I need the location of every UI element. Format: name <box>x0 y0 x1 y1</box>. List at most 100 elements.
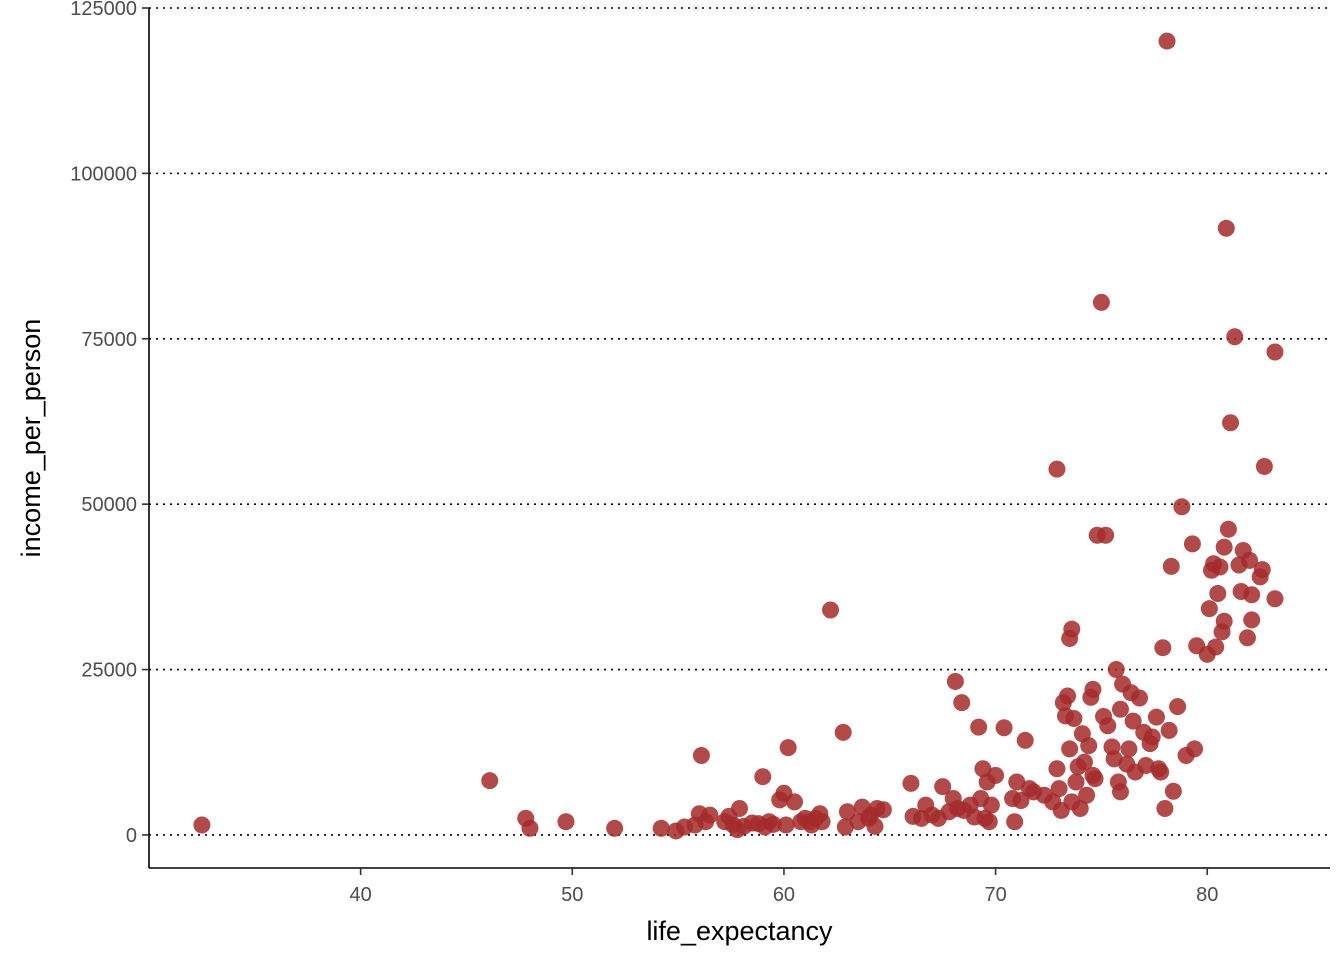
data-point-150 <box>1215 612 1233 630</box>
data-point-151 <box>1215 538 1233 556</box>
data-point-48 <box>874 801 892 819</box>
tick-labels: 0 25000 50000 75000 100000 125000 40 50 60 70 80 <box>70 0 1218 906</box>
data-point-77 <box>1016 731 1034 749</box>
data-point-155 <box>1226 328 1244 346</box>
data-point-114 <box>1111 783 1129 801</box>
data-point-6 <box>652 819 670 837</box>
data-point-4 <box>557 813 575 831</box>
x-tick-label-4: 80 <box>1196 884 1218 906</box>
data-point-98 <box>1075 753 1093 771</box>
data-point-71 <box>987 766 1005 784</box>
data-point-135 <box>1164 782 1182 800</box>
y-axis-title: income_per_person <box>16 319 46 558</box>
y-tick-label-1: 25000 <box>81 660 137 682</box>
data-point-165 <box>1255 457 1273 475</box>
data-point-39 <box>834 723 852 741</box>
data-point-126 <box>1143 728 1161 746</box>
data-point-131 <box>1156 799 1174 817</box>
data-point-25 <box>764 815 782 833</box>
data-point-146 <box>1207 638 1225 656</box>
data-point-134 <box>1162 557 1180 575</box>
data-point-5 <box>606 819 624 837</box>
data-point-143 <box>1200 600 1218 618</box>
data-point-102 <box>1084 680 1102 698</box>
data-point-132 <box>1158 32 1176 50</box>
data-point-75 <box>1008 773 1026 791</box>
data-point-130 <box>1154 639 1172 657</box>
data-point-99 <box>1078 786 1096 804</box>
data-point-90 <box>1061 740 1079 758</box>
data-point-37 <box>813 813 831 831</box>
data-point-140 <box>1186 740 1204 758</box>
data-point-55 <box>934 778 952 796</box>
data-point-92 <box>1063 620 1081 638</box>
data-point-29 <box>779 739 797 757</box>
data-point-111 <box>1105 750 1123 768</box>
data-point-161 <box>1243 611 1261 629</box>
data-point-122 <box>1131 689 1149 707</box>
data-point-76 <box>1012 792 1030 810</box>
data-point-147 <box>1209 584 1227 602</box>
data-point-162 <box>1243 586 1261 604</box>
x-tick-label-0: 40 <box>350 884 372 906</box>
data-point-84 <box>1050 780 1068 798</box>
x-tick-label-2: 60 <box>773 884 795 906</box>
data-point-129 <box>1152 763 1170 781</box>
data-point-108 <box>1097 526 1115 544</box>
data-point-88 <box>1059 687 1077 705</box>
data-point-83 <box>1048 760 1066 778</box>
data-points <box>193 32 1284 840</box>
data-point-13 <box>701 806 719 824</box>
data-point-96 <box>1071 799 1089 817</box>
data-point-93 <box>1065 709 1083 727</box>
y-tick-label-0: 0 <box>126 825 137 847</box>
data-point-30 <box>786 793 804 811</box>
data-point-133 <box>1160 721 1178 739</box>
data-point-115 <box>1111 700 1129 718</box>
data-point-154 <box>1222 414 1240 432</box>
data-point-11 <box>692 747 710 765</box>
x-axis-title: life_expectancy <box>646 916 833 946</box>
data-point-159 <box>1238 629 1256 647</box>
data-point-104 <box>1086 770 1104 788</box>
x-tick-label-1: 50 <box>561 884 583 906</box>
data-point-139 <box>1183 535 1201 553</box>
data-point-118 <box>1120 740 1138 758</box>
data-point-153 <box>1219 520 1237 538</box>
data-point-167 <box>1266 590 1284 608</box>
data-point-1 <box>481 772 499 790</box>
x-tick-label-3: 70 <box>984 884 1006 906</box>
data-point-38 <box>822 601 840 619</box>
data-point-94 <box>1067 773 1085 791</box>
data-point-127 <box>1147 708 1165 726</box>
data-point-120 <box>1124 712 1142 730</box>
data-point-0 <box>193 816 211 834</box>
data-point-64 <box>970 718 988 736</box>
data-point-124 <box>1137 756 1155 774</box>
data-point-136 <box>1169 698 1187 716</box>
data-point-72 <box>995 719 1013 737</box>
data-point-152 <box>1217 219 1235 237</box>
data-point-58 <box>946 672 964 690</box>
data-point-69 <box>980 813 998 831</box>
data-point-40 <box>836 818 854 836</box>
y-tick-label-2: 50000 <box>81 494 137 516</box>
data-point-166 <box>1266 343 1284 361</box>
y-tick-label-5: 125000 <box>70 0 137 20</box>
axes <box>142 7 1330 875</box>
data-point-100 <box>1080 737 1098 755</box>
data-point-66 <box>974 760 992 778</box>
data-point-74 <box>1006 813 1024 831</box>
data-point-70 <box>982 796 1000 814</box>
data-point-106 <box>1092 293 1110 311</box>
data-point-109 <box>1099 717 1117 735</box>
grid-lines <box>149 7 1330 836</box>
data-point-148 <box>1211 558 1229 576</box>
data-point-18 <box>731 799 748 817</box>
data-point-46 <box>866 817 884 835</box>
data-point-60 <box>953 694 971 712</box>
data-point-160 <box>1241 551 1259 569</box>
data-point-82 <box>1048 460 1066 478</box>
y-tick-label-3: 75000 <box>81 329 137 351</box>
